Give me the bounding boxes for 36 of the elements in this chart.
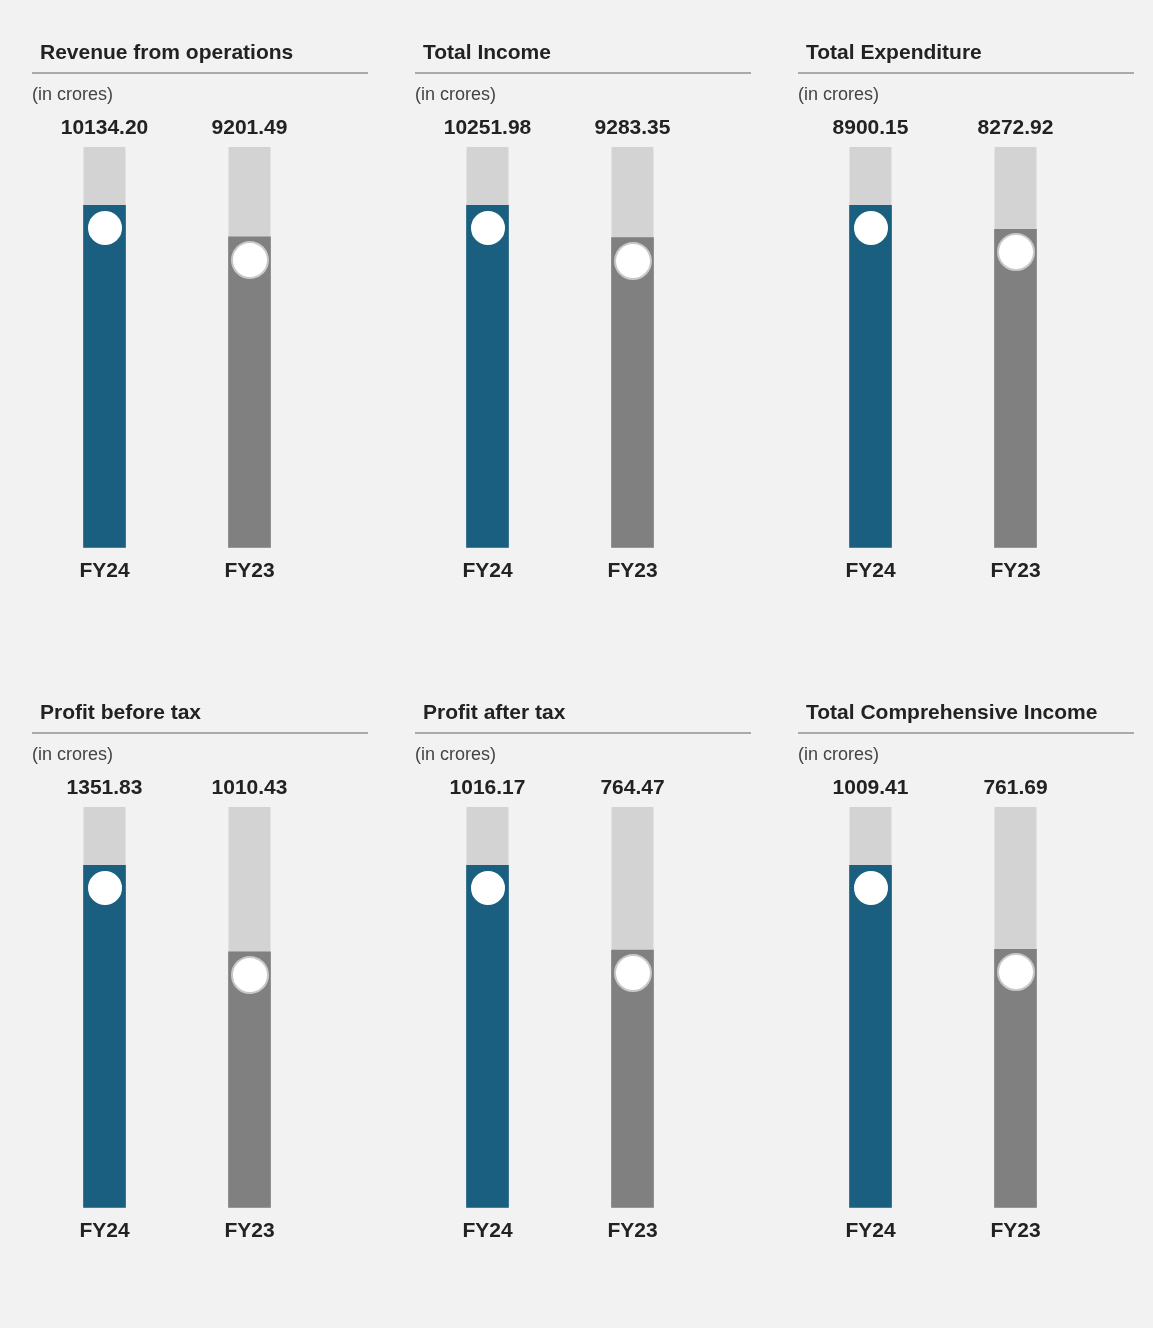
x-tick-label: FY23 xyxy=(990,1218,1041,1242)
x-tick-label: FY23 xyxy=(607,1218,658,1242)
x-tick-label: FY23 xyxy=(224,558,275,582)
chart-title: Profit before tax xyxy=(40,700,203,725)
data-label: 1016.17 xyxy=(449,775,526,799)
chart-subtitle: (in crores) xyxy=(415,744,497,765)
data-label: 761.69 xyxy=(983,775,1048,799)
chart-title: Total Expenditure xyxy=(806,40,983,65)
chart-subtitle: (in crores) xyxy=(415,84,497,105)
chart-title: Total Comprehensive Income xyxy=(806,700,1099,725)
x-tick-label: FY24 xyxy=(845,1218,896,1242)
x-tick-label: FY23 xyxy=(990,558,1041,582)
data-label: 1351.83 xyxy=(66,775,143,799)
data-label: 10134.20 xyxy=(60,115,149,139)
x-tick-label: FY23 xyxy=(607,558,658,582)
data-label: 1010.43 xyxy=(211,775,288,799)
data-label: 9283.35 xyxy=(594,115,671,139)
x-tick-label: FY24 xyxy=(79,558,130,582)
data-label: 764.47 xyxy=(600,775,665,799)
data-label: 10251.98 xyxy=(443,115,532,139)
x-tick-label: FY24 xyxy=(845,558,896,582)
data-label: 8900.15 xyxy=(832,115,909,139)
x-tick-label: FY24 xyxy=(462,1218,513,1242)
chart-subtitle: (in crores) xyxy=(32,744,114,765)
x-tick-label: FY24 xyxy=(462,558,513,582)
data-label: 8272.92 xyxy=(977,115,1054,139)
chart-title: Revenue from operations xyxy=(40,40,295,65)
chart-title: Profit after tax xyxy=(423,700,567,725)
chart-subtitle: (in crores) xyxy=(798,744,880,765)
x-tick-label: FY24 xyxy=(79,1218,130,1242)
chart-subtitle: (in crores) xyxy=(798,84,880,105)
chart-title: Total Income xyxy=(423,40,552,65)
data-label: 9201.49 xyxy=(211,115,288,139)
data-label: 1009.41 xyxy=(832,775,909,799)
chart-subtitle: (in crores) xyxy=(32,84,114,105)
x-tick-label: FY23 xyxy=(224,1218,275,1242)
